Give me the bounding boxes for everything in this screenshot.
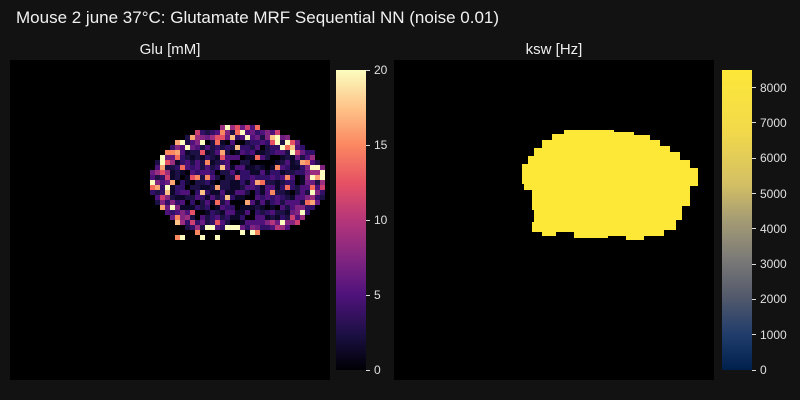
ksw-colorbar-tick: 7000 xyxy=(752,116,787,130)
glu-panel-title: Glu [mM] xyxy=(139,41,201,58)
glu-colorbar-tick: 0 xyxy=(366,363,381,377)
glu-colorbar xyxy=(336,70,366,370)
glu-pixels xyxy=(150,125,325,240)
figure-title: Mouse 2 june 37°C: Glutamate MRF Sequent… xyxy=(16,8,500,27)
ksw-colorbar-ticks: 0 1000 2000 3000 4000 5000 6000 7000 8000 xyxy=(752,70,800,377)
ksw-colorbar-tick: 6000 xyxy=(752,151,787,165)
glu-colorbar-tick: 15 xyxy=(366,138,387,152)
glu-colorbar-tick: 10 xyxy=(366,213,387,227)
ksw-colorbar xyxy=(722,70,752,370)
ksw-colorbar-tick: 8000 xyxy=(752,81,787,95)
ksw-panel-title: ksw [Hz] xyxy=(525,41,583,58)
ksw-colorbar-tick: 0 xyxy=(752,363,767,377)
ksw-colorbar-tick: 3000 xyxy=(752,257,787,271)
glu-colorbar-tick: 20 xyxy=(366,63,387,77)
ksw-colorbar-tick: 1000 xyxy=(752,328,787,342)
glu-colorbar-ticks: 0 5 10 15 20 xyxy=(366,63,416,377)
ksw-colorbar-tick: 4000 xyxy=(752,222,787,236)
glu-colorbar-tick: 5 xyxy=(366,288,381,302)
ksw-map xyxy=(394,60,714,380)
glu-map xyxy=(10,60,330,380)
ksw-colorbar-tick: 5000 xyxy=(752,187,787,201)
ksw-colorbar-tick: 2000 xyxy=(752,292,787,306)
ksw-brain-mask xyxy=(522,130,698,240)
